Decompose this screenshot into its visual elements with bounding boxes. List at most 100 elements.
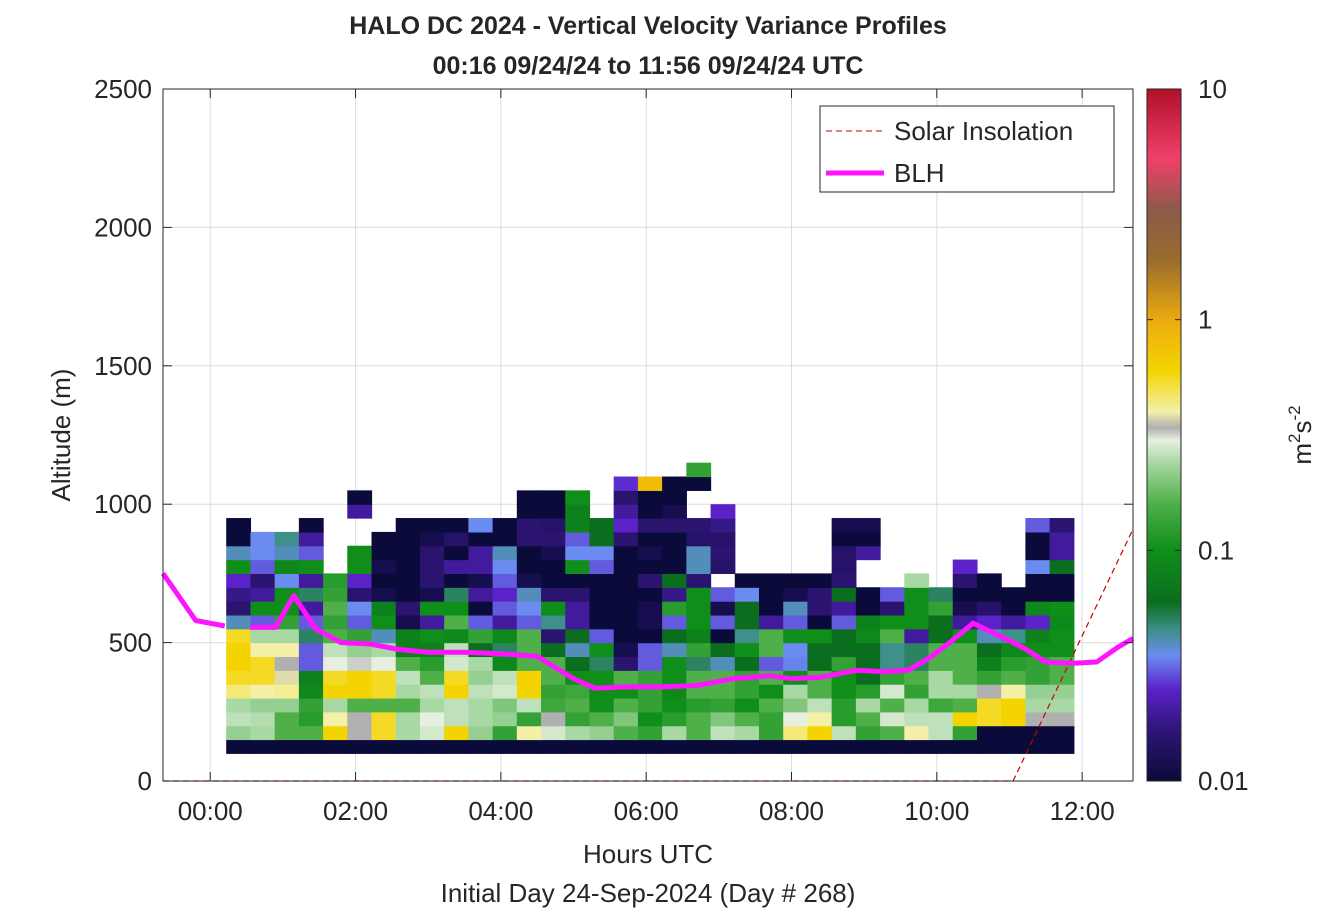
heatmap-cell [226, 628, 252, 644]
colorbar-label-sup2: -2 [1285, 405, 1304, 420]
heatmap-cell [541, 573, 566, 588]
heatmap-cell [976, 725, 1002, 741]
heatmap-cell [783, 614, 809, 630]
heatmap-cell [1001, 739, 1026, 754]
heatmap-cell [758, 573, 784, 588]
blh-line [250, 593, 1135, 691]
heatmap-cell [565, 656, 591, 671]
heatmap-cell [468, 656, 494, 671]
heatmap-cell [855, 642, 881, 658]
heatmap-cell [807, 614, 833, 630]
heatmap-cell [710, 614, 736, 630]
blh-line [160, 571, 226, 629]
y-tick-label: 1000 [94, 489, 152, 519]
heatmap-cell [855, 601, 881, 616]
heatmap-cell [807, 711, 833, 727]
heatmap-cell [952, 725, 978, 741]
heatmap-cell [855, 670, 881, 685]
heatmap-cell [952, 642, 978, 658]
heatmap-cell [686, 628, 712, 644]
x-tick-label: 10:00 [904, 796, 969, 826]
heatmap-cell [250, 739, 276, 754]
heatmap-cell [952, 739, 978, 754]
heatmap-cell [637, 614, 663, 630]
heatmap-cell [637, 518, 663, 533]
plot-frame [162, 88, 1134, 782]
heatmap-cell [928, 697, 954, 713]
heatmap-cell [565, 573, 591, 588]
heatmap-cell [952, 711, 978, 727]
heatmap-cell [976, 684, 1002, 699]
heatmap-cell [734, 656, 760, 671]
heatmap-cell [516, 531, 542, 547]
heatmap-cell [758, 684, 784, 699]
heatmap-cell [419, 656, 445, 671]
heatmap-cell [831, 642, 857, 658]
heatmap-cell [976, 573, 1002, 588]
heatmap-cell [371, 670, 397, 685]
heatmap-cell [613, 697, 639, 713]
x-axis-ticks: 00:00 02:00 04:00 06:00 08:00 10:00 12:00 [178, 89, 1115, 826]
heatmap-cell [541, 559, 566, 574]
heatmap-cell [637, 490, 663, 505]
heatmap-cell [880, 628, 905, 644]
x-tick-label: 00:00 [178, 796, 243, 826]
heatmap-cell [444, 601, 469, 616]
x-axis-label: Hours UTC [583, 839, 713, 869]
heatmap-cell [419, 601, 445, 616]
heatmap-cell [783, 642, 809, 658]
heatmap-cell [226, 642, 252, 658]
heatmap-cell [855, 656, 881, 671]
heatmap-cell [686, 697, 712, 713]
heatmap-cell [444, 725, 469, 741]
heatmap-cell [323, 684, 348, 699]
heatmap-cell [468, 614, 494, 630]
heatmap-cell [298, 656, 324, 671]
heatmap-cell [565, 545, 591, 561]
heatmap-cell [613, 670, 639, 685]
heatmap-cell [347, 490, 373, 505]
heatmap-cell [395, 614, 421, 630]
heatmap-cell [1025, 573, 1051, 588]
heatmap-cell [516, 587, 542, 602]
heatmap-cell [807, 628, 833, 644]
heatmap-cell [758, 725, 784, 741]
heatmap-cell [371, 573, 397, 588]
x-tick-label: 06:00 [614, 796, 679, 826]
heatmap-cell [1025, 739, 1051, 754]
heatmap-cell [250, 531, 276, 547]
heatmap-cell [686, 739, 712, 754]
heatmap-cell [855, 614, 881, 630]
heatmap-cell [1001, 601, 1026, 616]
heatmap-cell [468, 628, 494, 644]
heatmap-cell [637, 697, 663, 713]
heatmap-cell [928, 725, 954, 741]
y-tick-label: 500 [109, 628, 152, 658]
heatmap-cell [807, 684, 833, 699]
heatmap-cell [298, 573, 324, 588]
colorbar-label-mid: s [1287, 420, 1317, 433]
heatmap-cell [565, 642, 591, 658]
heatmap-cell [347, 614, 373, 630]
heatmap-cell [831, 559, 857, 574]
heatmap-cell [323, 573, 348, 588]
heatmap-cell [226, 725, 252, 741]
heatmap-cell [686, 545, 712, 561]
heatmap-cell [347, 573, 373, 588]
heatmap-cell [419, 518, 445, 533]
heatmap-cell [1001, 670, 1026, 685]
heatmap-cell [928, 670, 954, 685]
heatmap-cell [444, 684, 469, 699]
heatmap-cell [444, 670, 469, 685]
heatmap-cell [226, 545, 252, 561]
colorbar-label-sup1: 2 [1285, 433, 1304, 442]
heatmap-cell [662, 601, 687, 616]
heatmap-cell [613, 518, 639, 533]
heatmap-cell [565, 559, 591, 574]
heatmap-cell [516, 656, 542, 671]
heatmap-cell [662, 670, 687, 685]
heatmap-cell [831, 531, 857, 547]
heatmap-cell [226, 739, 252, 754]
heatmap-cell [250, 545, 276, 561]
heatmap-cell [710, 697, 736, 713]
